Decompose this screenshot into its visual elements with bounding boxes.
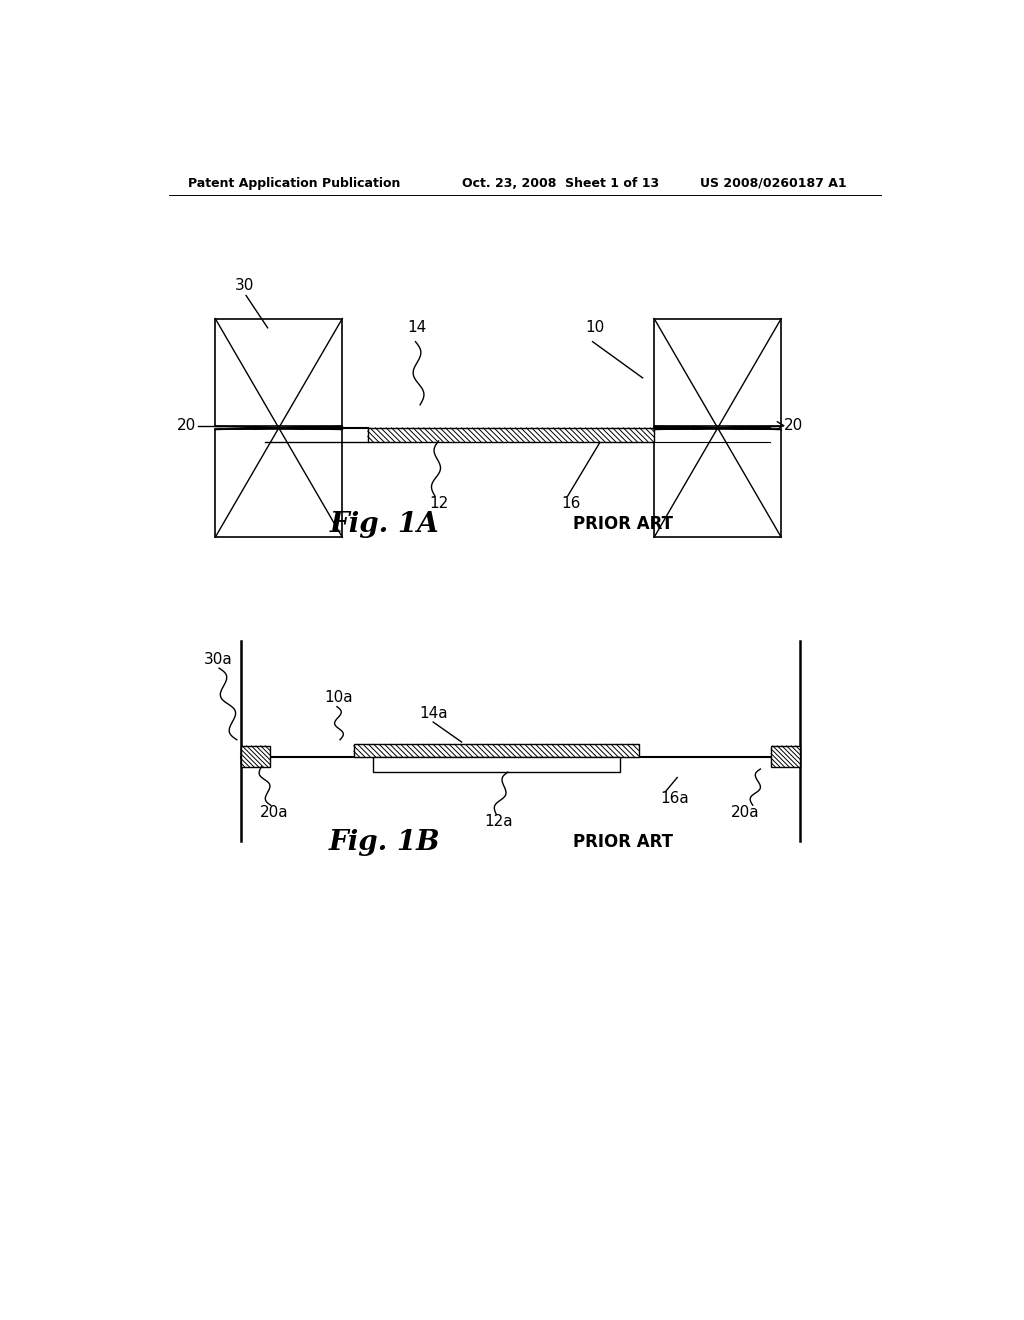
Text: PRIOR ART: PRIOR ART xyxy=(573,515,674,533)
Text: 14: 14 xyxy=(408,321,427,335)
Text: 10a: 10a xyxy=(325,690,353,705)
Text: 12a: 12a xyxy=(484,814,513,829)
Text: Patent Application Publication: Patent Application Publication xyxy=(188,177,400,190)
Text: 16: 16 xyxy=(562,496,582,511)
Text: 12: 12 xyxy=(429,496,449,511)
Text: 14a: 14a xyxy=(419,705,447,721)
Bar xyxy=(654,318,781,426)
Bar xyxy=(215,429,342,537)
Text: 16a: 16a xyxy=(660,792,689,807)
Bar xyxy=(654,429,781,537)
Bar xyxy=(368,428,654,442)
Text: 30a: 30a xyxy=(204,652,232,667)
Text: Fig. 1A: Fig. 1A xyxy=(330,511,439,537)
Bar xyxy=(241,746,270,767)
Text: PRIOR ART: PRIOR ART xyxy=(573,833,674,851)
Text: 20: 20 xyxy=(783,418,803,433)
Text: 20: 20 xyxy=(177,418,196,433)
Text: 20a: 20a xyxy=(731,805,760,820)
Bar xyxy=(373,756,620,772)
Text: 30: 30 xyxy=(234,279,254,293)
Bar xyxy=(215,318,342,426)
Text: 20a: 20a xyxy=(260,805,289,820)
Text: Fig. 1B: Fig. 1B xyxy=(329,829,440,855)
Text: Oct. 23, 2008  Sheet 1 of 13: Oct. 23, 2008 Sheet 1 of 13 xyxy=(462,177,658,190)
Bar xyxy=(771,746,801,767)
Text: 10: 10 xyxy=(585,321,604,335)
Bar xyxy=(354,744,639,756)
Text: US 2008/0260187 A1: US 2008/0260187 A1 xyxy=(700,177,847,190)
